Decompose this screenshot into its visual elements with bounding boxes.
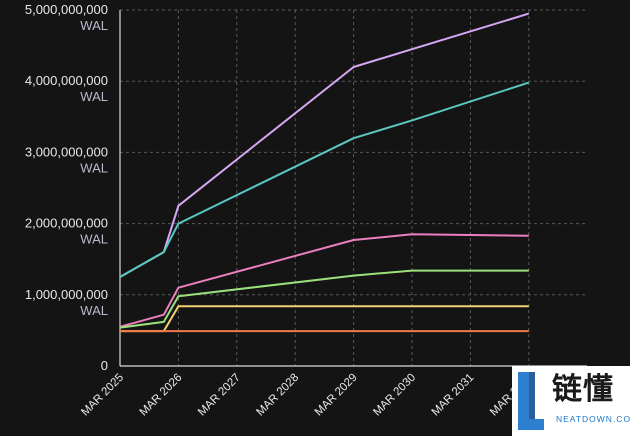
series-line-5 [120, 305, 529, 333]
y-tick-unit: WAL [80, 18, 108, 33]
watermark-en-text: NEATDOWN.COM [556, 414, 630, 424]
watermark-badge: 链懂 NEATDOWN.COM [512, 366, 630, 436]
series-layer [119, 12, 530, 333]
y-tick-unit: WAL [80, 232, 108, 247]
x-tick-label: MAR 2030 [371, 372, 418, 419]
series-line-1 [119, 12, 530, 278]
x-tick-labels: MAR 2025 MAR 2026 MAR 2027 MAR 2028 MAR 2029… [79, 372, 535, 419]
x-tick-label: MAR 2031 [430, 372, 477, 419]
series-line-4 [119, 269, 529, 329]
y-tick-labels: 01,000,000,000WAL2,000,000,000WAL3,000,0… [25, 2, 108, 373]
series-line-2 [119, 81, 530, 278]
y-tick-unit: WAL [80, 160, 108, 175]
watermark-cn-text: 链懂 [552, 372, 614, 407]
y-tick-unit: WAL [80, 89, 108, 104]
x-tick-label: MAR 2026 [138, 372, 185, 419]
y-tick-label: 4,000,000,000 [25, 73, 108, 88]
axis-layer [119, 10, 587, 367]
watermark-logo-icon [518, 372, 544, 430]
x-tick-label: MAR 2028 [254, 372, 301, 419]
y-tick-label: 5,000,000,000 [25, 2, 108, 17]
y-tick-label: 3,000,000,000 [25, 144, 108, 159]
y-tick-label: 0 [101, 358, 108, 373]
x-tick-label: MAR 2029 [313, 372, 360, 419]
series-line-3 [119, 233, 529, 328]
x-tick-label: MAR 2027 [196, 372, 243, 419]
y-tick-unit: WAL [80, 303, 108, 318]
grid-layer [120, 9, 587, 366]
y-tick-label: 1,000,000,000 [25, 287, 108, 302]
y-tick-label: 2,000,000,000 [25, 216, 108, 231]
x-tick-label: MAR 2025 [79, 372, 126, 419]
